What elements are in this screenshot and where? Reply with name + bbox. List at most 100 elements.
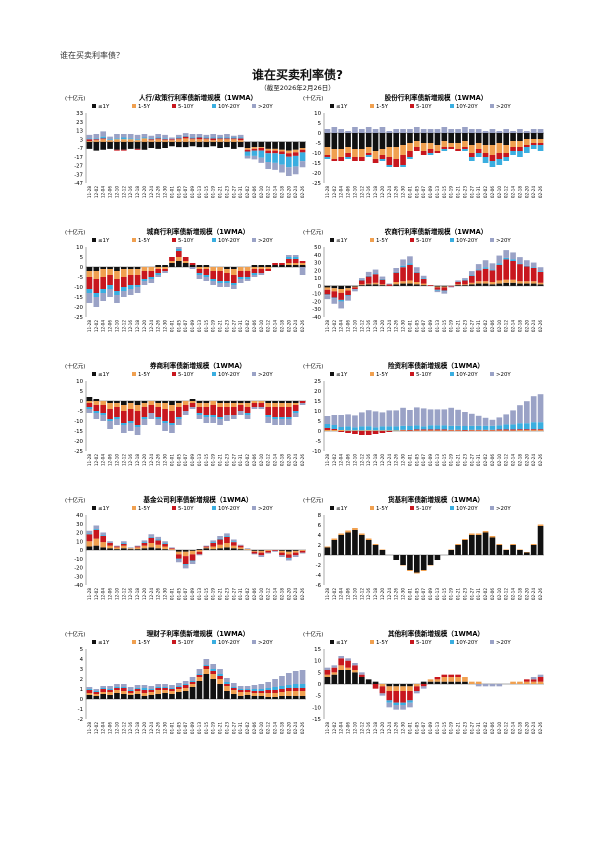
bar-segment — [107, 543, 113, 546]
bar-segment — [175, 257, 182, 261]
y-tick-label: 0 — [80, 399, 84, 405]
x-tick-label: 01-15 — [204, 722, 209, 735]
x-tick-label: 02-26 — [538, 454, 543, 467]
bar-segment — [258, 407, 265, 409]
bar-segment — [393, 705, 400, 710]
chart-svg: (十亿元) 股份行利率债新增规模（1WMA）≤1Y 1-5Y 5-10Y 10Y-20Y… — [303, 93, 544, 199]
legend-swatch — [252, 372, 256, 376]
bar-segment — [358, 285, 365, 286]
x-tick-label: 01-27 — [231, 588, 236, 601]
bar-segment — [441, 291, 448, 294]
chart-svg: (十亿元) 人行/政策行利率债新增规模（1WMA）≤1Y 1-5Y 5-10Y 10Y-… — [65, 93, 306, 198]
bar-segment — [448, 430, 455, 431]
bar-segment — [141, 543, 148, 546]
x-tick-label: 12-18 — [373, 454, 378, 467]
bar-segment — [237, 411, 244, 415]
bar-segment — [420, 686, 427, 689]
bar-segment — [345, 131, 351, 133]
x-tick-label: 02-20 — [524, 722, 529, 735]
bar-segment — [203, 417, 210, 423]
x-tick-label: 02-02 — [245, 454, 250, 467]
x-tick-label: 02-10 — [497, 722, 502, 735]
legend-swatch — [132, 640, 136, 644]
bar-segment — [420, 430, 427, 431]
bar-segment — [345, 153, 351, 157]
bar-segment — [400, 281, 406, 284]
x-tick-label: 01-13 — [435, 320, 440, 333]
bar-segment — [134, 688, 141, 689]
bar-segment — [523, 147, 530, 153]
bar-segment — [292, 684, 299, 688]
bar-segment — [237, 686, 244, 689]
bar-segment — [468, 129, 475, 133]
x-tick-label: 11-28 — [325, 588, 330, 601]
x-tick-label: 12-30 — [401, 454, 406, 467]
bar-segment — [155, 265, 162, 267]
bar-segment — [196, 137, 203, 140]
bar-segment — [386, 702, 393, 708]
bar-segment — [530, 267, 537, 268]
bar-segment — [93, 399, 100, 401]
bar-segment — [230, 285, 237, 289]
x-tick-label: 12-18 — [135, 454, 140, 467]
bar-segment — [365, 284, 372, 286]
bar-segment — [338, 415, 345, 427]
bar-segment — [230, 141, 237, 149]
bar-segment — [120, 425, 127, 433]
bar-segment — [352, 287, 358, 289]
bar-segment — [141, 141, 148, 150]
bar-segment — [455, 674, 461, 677]
bar-segment — [114, 417, 120, 419]
bar-segment — [386, 686, 393, 691]
x-tick-label: 01-13 — [197, 454, 202, 467]
bar-segment — [127, 138, 134, 140]
bar-segment — [462, 540, 468, 555]
bar-segment — [100, 131, 107, 137]
bar-segment — [537, 145, 544, 151]
bar-segment — [272, 419, 278, 425]
x-tick-label: 02-18 — [279, 454, 284, 467]
x-tick-label: 01-19 — [449, 454, 454, 467]
bar-segment — [189, 138, 196, 140]
bar-segment — [400, 565, 406, 566]
bar-segment — [468, 282, 475, 285]
bar-segment — [400, 265, 406, 268]
bar-segment — [523, 260, 530, 266]
bar-segment — [134, 141, 141, 149]
x-tick-label: 01-23 — [224, 588, 229, 601]
bar-segment — [182, 691, 189, 699]
bar-segment — [100, 689, 107, 692]
legend-swatch — [450, 640, 454, 644]
bar-segment — [265, 550, 272, 553]
y-tick-label: -10 — [312, 449, 321, 455]
bar-segment — [365, 155, 372, 157]
bar-segment — [496, 425, 503, 430]
bar-segment — [537, 133, 544, 139]
x-tick-label: 01-27 — [469, 588, 474, 601]
y-tick-label: -20 — [312, 171, 321, 177]
bar-segment — [134, 401, 141, 405]
bar-segment — [393, 147, 400, 159]
bar-segment — [462, 430, 468, 431]
x-tick-label: 12-24 — [149, 454, 154, 467]
legend-label: ≤1Y — [98, 506, 110, 512]
bar-segment — [475, 535, 482, 555]
legend-swatch — [370, 640, 374, 644]
x-tick-label: 02-20 — [286, 454, 291, 467]
bar-segment — [182, 681, 189, 684]
bar-segment — [523, 401, 530, 424]
bar-segment — [86, 289, 93, 293]
x-tick-label: 02-06 — [490, 186, 495, 199]
bar-segment — [224, 407, 230, 415]
bar-segment — [230, 275, 237, 283]
bar-segment — [203, 665, 210, 666]
bar-segment — [331, 291, 338, 298]
bar-segment — [182, 688, 189, 691]
x-tick-label: 02-02 — [245, 722, 250, 735]
bar-segment — [503, 259, 510, 280]
x-tick-label: 01-09 — [190, 722, 195, 735]
bar-segment — [496, 283, 503, 286]
chart-svg: (十亿元) 货基利率债新增规模（1WMA）≤1Y 1-5Y 5-10Y 10Y-20Y >… — [303, 495, 544, 601]
bar-segment — [258, 267, 265, 269]
bar-segment — [224, 138, 230, 140]
